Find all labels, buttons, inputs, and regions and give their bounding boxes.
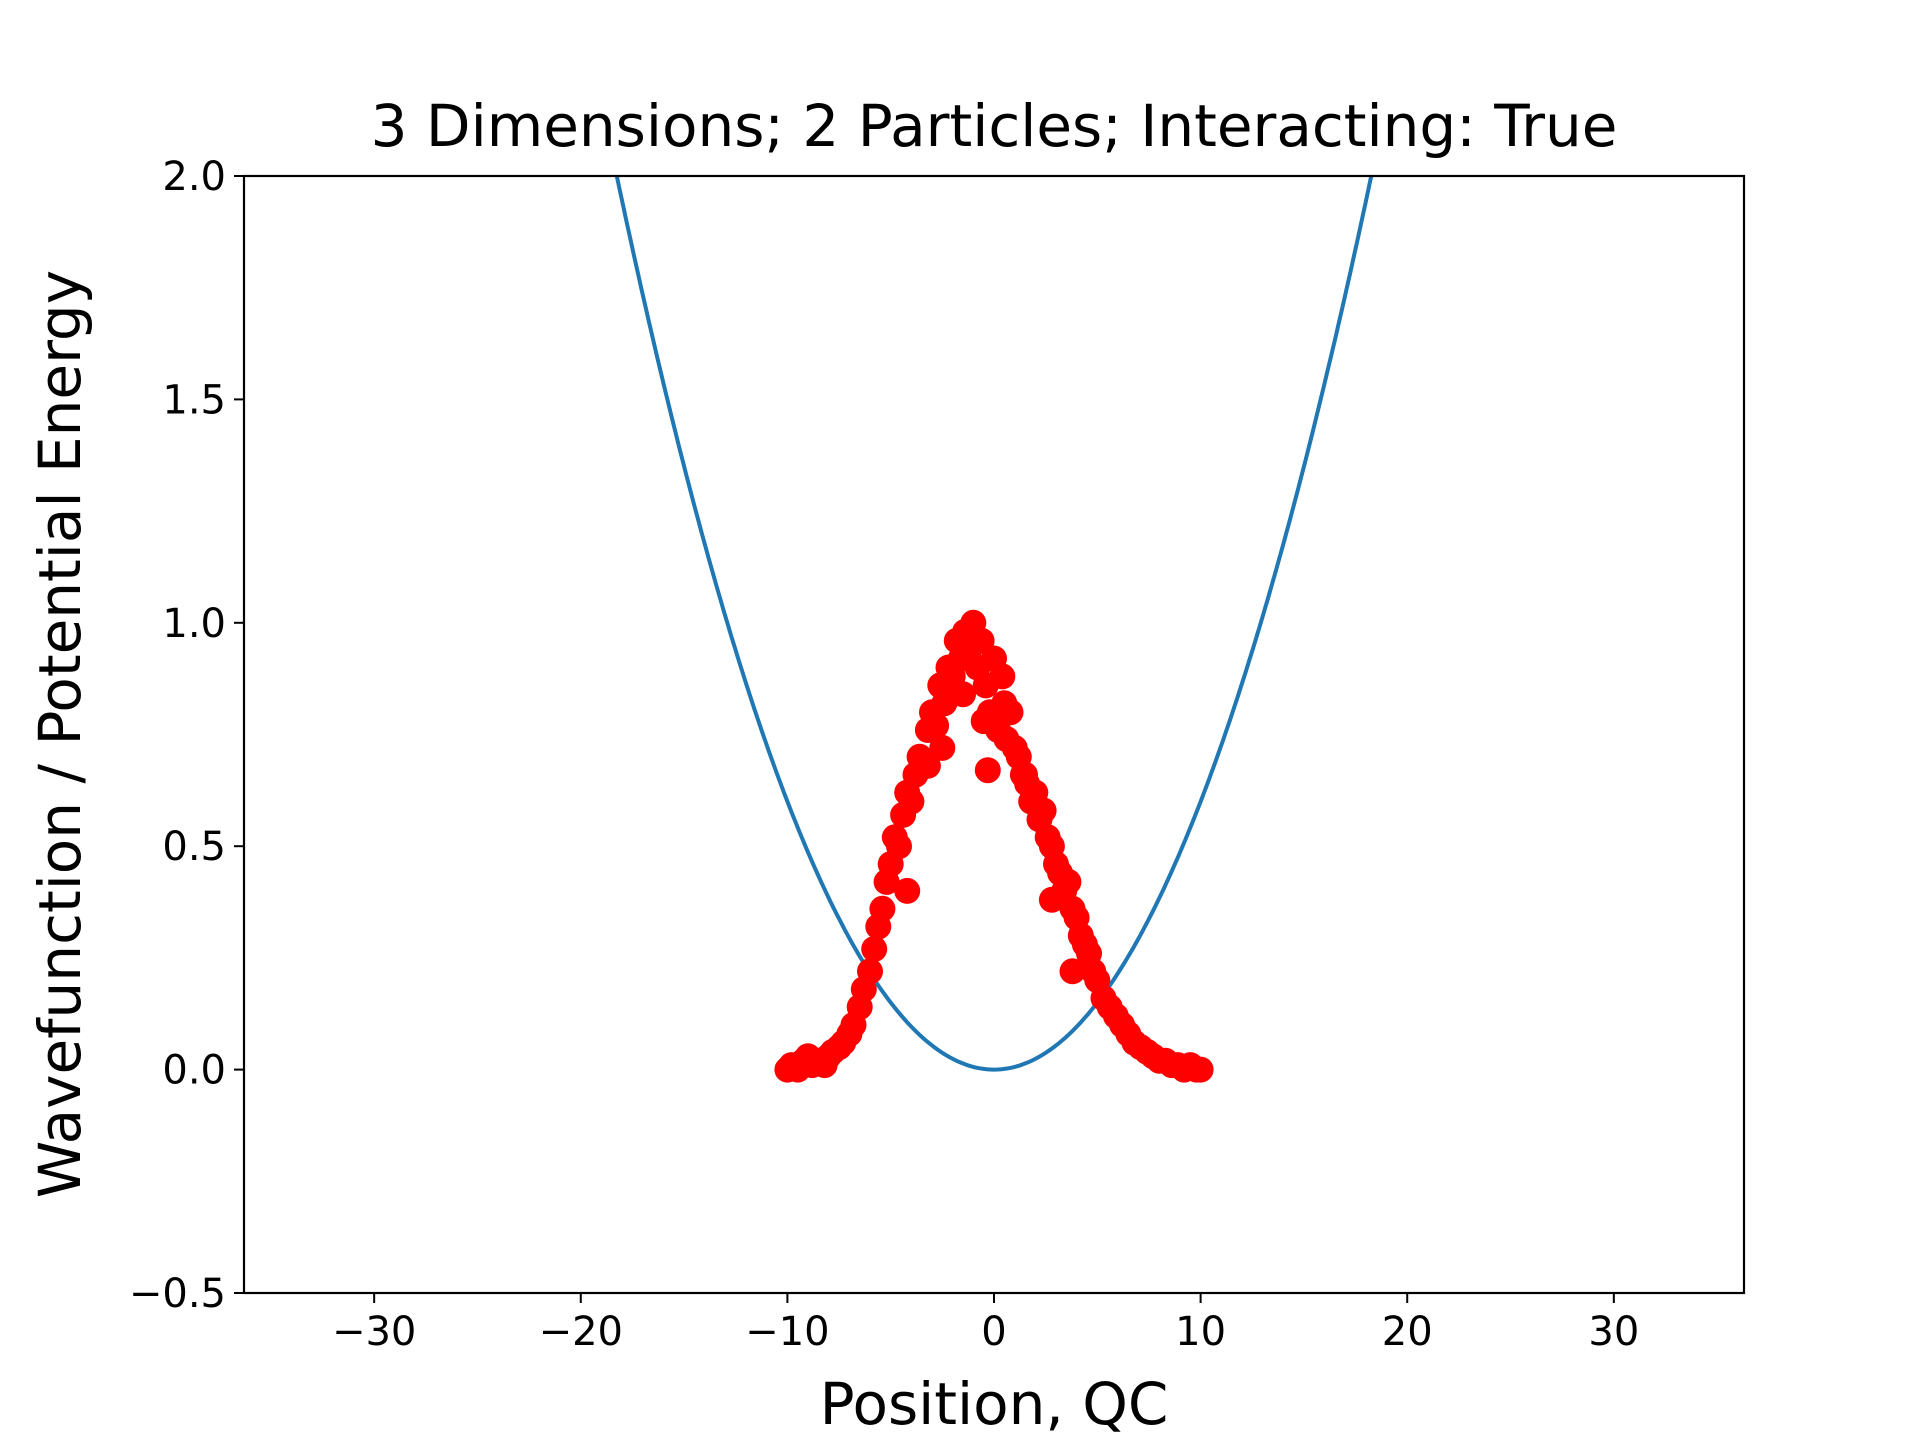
- x-tick-label: 10: [1175, 1309, 1226, 1355]
- x-tick-label: −10: [745, 1309, 829, 1355]
- y-tick-label: 0.5: [162, 824, 226, 870]
- y-tick-label: −0.5: [129, 1271, 226, 1317]
- wavefunction-point: [1187, 1056, 1214, 1083]
- wavefunction-point: [1012, 761, 1038, 788]
- x-tick-label: 0: [981, 1309, 1006, 1355]
- wavefunction-point: [1030, 797, 1057, 824]
- x-tick-label: −30: [332, 1309, 416, 1355]
- wavefunction-point: [989, 663, 1016, 690]
- wavefunction-point: [898, 788, 925, 815]
- wavefunction-point: [869, 895, 896, 922]
- axis-ticks: −30 −20 −10 0 10 20 30 −0.5 0.0 0.5 1.0 1.5 2.0: [129, 154, 1639, 1355]
- wavefunction-point: [861, 936, 888, 962]
- wavefunction-point: [1059, 958, 1086, 985]
- chart-title: 3 Dimensions; 2 Particles; Interacting: …: [371, 92, 1618, 160]
- wavefunction-point: [974, 757, 1001, 784]
- plot-area: [614, 176, 1374, 1083]
- y-tick-label: 2.0: [162, 154, 226, 200]
- wavefunction-point: [886, 833, 912, 860]
- wavefunction-point: [970, 708, 997, 735]
- wavefunction-point: [1038, 886, 1065, 913]
- wavefunction-point: [1055, 868, 1082, 895]
- wavefunction-point: [857, 958, 883, 985]
- x-tick-label: −20: [539, 1309, 623, 1355]
- x-axis-label: Position, QC: [820, 1370, 1169, 1438]
- wavefunction-point: [991, 690, 1018, 717]
- y-tick-label: 1.0: [162, 601, 226, 647]
- wavefunction-point: [950, 681, 976, 708]
- y-tick-label: 1.5: [162, 377, 226, 423]
- y-axis-label: Wavefunction / Potential Energy: [26, 270, 94, 1198]
- x-tick-label: 20: [1382, 1309, 1433, 1355]
- potential-energy-curve: [614, 176, 1374, 1072]
- x-tick-label: 30: [1588, 1309, 1639, 1355]
- wavefunction-point: [894, 877, 921, 904]
- wavefunction-point: [929, 734, 956, 761]
- wavefunction-point: [923, 712, 950, 739]
- wavefunction-point: [914, 752, 941, 779]
- y-tick-label: 0.0: [162, 1048, 226, 1094]
